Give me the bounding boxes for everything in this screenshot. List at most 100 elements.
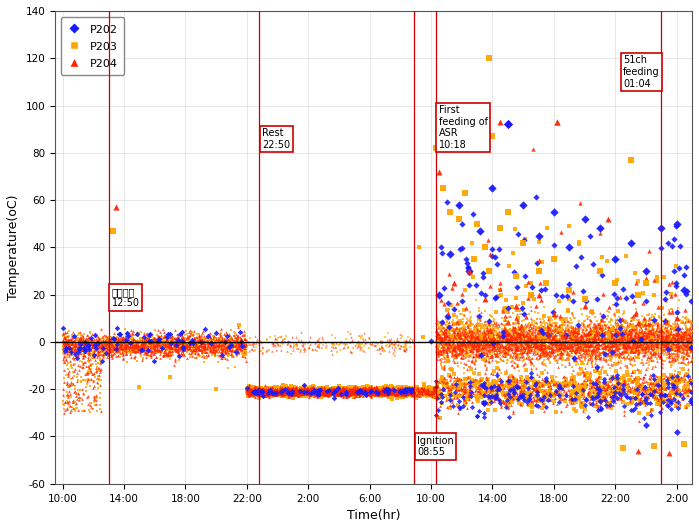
Point [685, 343, 696, 352]
Point [150, 338, 161, 346]
Point [550, 387, 561, 396]
Point [682, 355, 693, 364]
Point [468, 320, 479, 329]
Point [438, 325, 449, 333]
Point [686, 339, 697, 347]
Point [626, 347, 637, 355]
Point [59, 397, 71, 406]
Point [622, 341, 633, 350]
Point [243, 387, 254, 395]
Point [565, 391, 576, 399]
Point [534, 330, 545, 338]
Point [347, 385, 358, 394]
Point [290, 388, 301, 397]
Point [435, 331, 446, 340]
Point [647, 350, 658, 359]
Point [317, 386, 328, 395]
Point [448, 394, 459, 402]
Point [655, 400, 666, 409]
Point [127, 346, 138, 355]
Point [380, 385, 391, 394]
Point [384, 387, 396, 395]
Point [667, 332, 678, 341]
Point [161, 351, 172, 360]
Point [418, 333, 429, 341]
Point [384, 389, 396, 397]
Point [440, 348, 452, 357]
Point [485, 327, 496, 335]
Point [552, 343, 563, 352]
Point [589, 313, 600, 321]
Point [240, 345, 252, 354]
Point [526, 291, 537, 299]
Point [447, 380, 458, 388]
Point [80, 370, 91, 378]
Point [106, 352, 117, 361]
Point [546, 340, 557, 348]
Point [450, 330, 461, 338]
Point [139, 340, 150, 349]
Point [466, 334, 477, 342]
Point [647, 321, 658, 330]
Point [616, 341, 627, 349]
Point [662, 332, 673, 340]
Point [118, 335, 129, 344]
Point [672, 329, 683, 338]
Point [201, 342, 212, 351]
Point [372, 389, 383, 397]
Point [506, 384, 517, 392]
Point [179, 331, 190, 339]
Point [597, 364, 608, 373]
Point [613, 339, 624, 347]
Point [463, 356, 474, 364]
Point [624, 394, 635, 403]
Point [639, 335, 650, 343]
Point [541, 378, 552, 386]
Point [319, 388, 331, 396]
Point [403, 385, 414, 394]
Point [442, 383, 453, 391]
Point [371, 385, 382, 394]
Point [446, 332, 457, 340]
Point [630, 331, 642, 339]
Point [669, 334, 680, 342]
Point [563, 330, 575, 339]
Point [433, 334, 445, 343]
Point [527, 345, 538, 354]
Point [396, 342, 407, 350]
Point [644, 380, 655, 388]
Point [344, 338, 355, 346]
Point [233, 331, 244, 340]
Point [503, 331, 514, 339]
Point [431, 386, 442, 394]
Point [617, 331, 628, 340]
Point [445, 325, 456, 333]
Point [436, 338, 447, 346]
Point [294, 387, 305, 396]
Point [290, 386, 301, 394]
Point [335, 387, 346, 396]
Point [319, 386, 330, 395]
Point [354, 389, 365, 397]
Point [577, 347, 589, 355]
Point [630, 279, 642, 287]
Point [583, 351, 594, 359]
Point [280, 386, 291, 394]
Point [391, 388, 402, 396]
Point [438, 336, 449, 345]
Point [361, 388, 372, 397]
Point [641, 395, 652, 403]
Point [517, 350, 528, 358]
Point [449, 350, 461, 358]
Point [601, 403, 612, 411]
Point [120, 349, 131, 357]
Point [450, 352, 461, 361]
Point [452, 342, 463, 351]
Point [466, 331, 477, 340]
Point [394, 343, 405, 352]
Point [497, 332, 508, 341]
Point [505, 326, 517, 335]
Point [258, 388, 269, 396]
Point [471, 321, 482, 329]
Point [600, 340, 612, 348]
